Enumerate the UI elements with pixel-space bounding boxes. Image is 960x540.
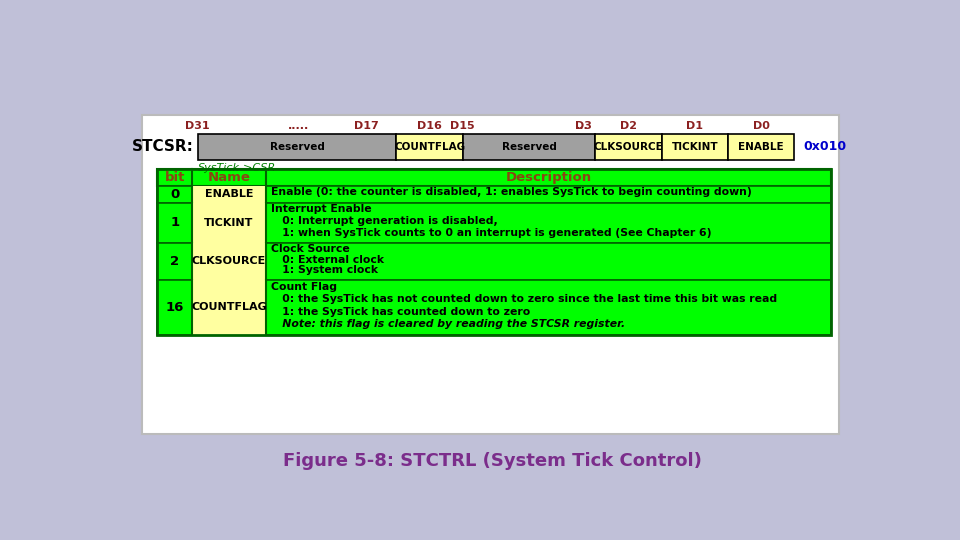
Text: Note: this flag is cleared by reading the STCSR register.: Note: this flag is cleared by reading th… <box>271 319 625 329</box>
Text: ...: ... <box>576 121 588 131</box>
Bar <box>157 168 831 335</box>
Text: COUNTFLAG: COUNTFLAG <box>191 302 267 312</box>
Text: Reserved: Reserved <box>270 142 324 152</box>
Text: bit: bit <box>164 171 185 184</box>
Text: TICKINT: TICKINT <box>671 142 718 152</box>
Text: 16: 16 <box>165 301 183 314</box>
Text: 0: 0 <box>170 188 180 201</box>
Bar <box>198 134 396 159</box>
Text: 0x010: 0x010 <box>804 140 847 153</box>
Text: .....: ..... <box>288 121 309 131</box>
Bar <box>157 186 831 202</box>
Text: D1: D1 <box>686 121 704 131</box>
Bar <box>661 134 728 159</box>
Text: D0: D0 <box>753 121 770 131</box>
Text: 1: when SysTick counts to 0 an interrupt is generated (See Chapter 6): 1: when SysTick counts to 0 an interrupt… <box>271 228 711 238</box>
Text: Name: Name <box>207 171 251 184</box>
Bar <box>192 242 266 280</box>
Bar <box>157 242 831 280</box>
Text: 1: 1 <box>170 216 180 229</box>
Bar <box>463 134 595 159</box>
Text: TICKINT: TICKINT <box>204 218 253 228</box>
Text: D15: D15 <box>450 121 475 131</box>
Text: ENABLE: ENABLE <box>204 189 253 199</box>
Text: Interrupt Enable: Interrupt Enable <box>271 204 372 214</box>
Text: 0: Interrupt generation is disabled,: 0: Interrupt generation is disabled, <box>271 216 498 226</box>
Text: 0: the SysTick has not counted down to zero since the last time this bit was rea: 0: the SysTick has not counted down to z… <box>271 294 778 304</box>
Text: Enable (0: the counter is disabled, 1: enables SysTick to begin counting down): Enable (0: the counter is disabled, 1: e… <box>271 187 752 197</box>
Text: Figure 5-8: STCTRL (System Tick Control): Figure 5-8: STCTRL (System Tick Control) <box>282 453 702 470</box>
Text: D3: D3 <box>575 121 591 131</box>
Bar <box>595 134 661 159</box>
Text: D17: D17 <box>354 121 379 131</box>
Bar <box>192 186 266 202</box>
Text: STCSR:: STCSR: <box>132 139 194 154</box>
Text: D2: D2 <box>620 121 637 131</box>
Text: CLKSOURCE: CLKSOURCE <box>593 142 663 152</box>
Text: Clock Source: Clock Source <box>271 244 349 254</box>
Text: Count Flag: Count Flag <box>271 281 337 292</box>
Bar <box>192 202 266 242</box>
Bar <box>157 280 831 335</box>
Bar <box>728 134 794 159</box>
Text: Reserved: Reserved <box>501 142 557 152</box>
Text: ENABLE: ENABLE <box>738 142 784 152</box>
Bar <box>192 280 266 335</box>
Text: SysTick->CSR: SysTick->CSR <box>198 163 276 173</box>
Bar <box>142 115 839 434</box>
Text: CLKSOURCE: CLKSOURCE <box>192 256 266 266</box>
Text: Description: Description <box>506 171 591 184</box>
Bar <box>157 202 831 242</box>
Text: COUNTFLAG: COUNTFLAG <box>394 142 466 152</box>
Text: D31: D31 <box>185 121 210 131</box>
Text: 1: the SysTick has counted down to zero: 1: the SysTick has counted down to zero <box>271 307 530 317</box>
Bar <box>396 134 463 159</box>
Text: 2: 2 <box>170 255 180 268</box>
Text: D16: D16 <box>418 121 442 131</box>
Bar <box>157 168 831 186</box>
Text: 1: System clock: 1: System clock <box>271 265 378 275</box>
Text: 0: External clock: 0: External clock <box>271 254 384 265</box>
